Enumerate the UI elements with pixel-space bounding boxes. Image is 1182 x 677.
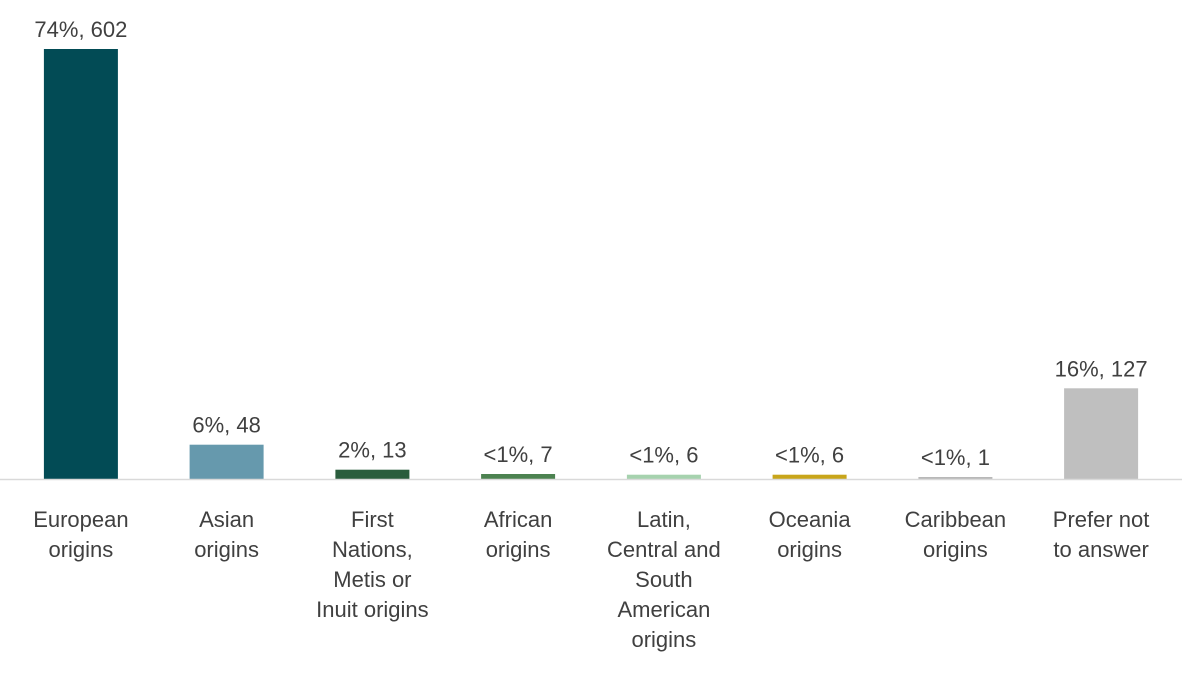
category-label-2-line-3: Inuit origins: [316, 597, 429, 622]
category-label-6-line-0: Caribbean: [905, 507, 1007, 532]
bar-3: [481, 474, 556, 479]
category-label-4: Latin, Central and South American origins: [607, 507, 721, 652]
category-labels-group: European origins Asian origins First Nations,…: [33, 507, 1149, 652]
category-label-7-line-1: to answer: [1053, 537, 1148, 562]
category-label-2-line-2: Metis or: [333, 567, 411, 592]
category-label-4-line-0: Latin,: [637, 507, 691, 532]
category-label-6: Caribbean origins: [905, 507, 1007, 562]
category-label-4-line-3: American: [617, 597, 710, 622]
category-label-2-line-1: Nations,: [332, 537, 413, 562]
category-label-2-line-0: First: [351, 507, 394, 532]
category-label-6-line-1: origins: [923, 537, 988, 562]
category-label-5-line-1: origins: [777, 537, 842, 562]
category-label-1-line-0: Asian: [199, 507, 254, 532]
bar-2: [335, 469, 410, 479]
data-label-1: 6%, 48: [192, 413, 261, 438]
category-label-7: Prefer not to answer: [1053, 507, 1150, 562]
category-label-4-line-2: South: [635, 567, 693, 592]
category-label-3-line-0: African: [484, 507, 552, 532]
data-label-7: 16%, 127: [1055, 356, 1148, 381]
data-label-2: 2%, 13: [338, 438, 407, 463]
category-label-0: European origins: [33, 507, 128, 562]
category-label-3: African origins: [484, 507, 552, 562]
category-label-4-line-1: Central and: [607, 537, 721, 562]
category-label-1: Asian origins: [194, 507, 259, 562]
data-label-4: <1%, 6: [629, 443, 698, 468]
category-label-1-line-1: origins: [194, 537, 259, 562]
bars-group: [43, 49, 1139, 479]
category-label-3-line-1: origins: [486, 537, 551, 562]
category-label-5: Oceania origins: [769, 507, 852, 562]
category-label-4-line-4: origins: [631, 627, 696, 652]
data-label-5: <1%, 6: [775, 443, 844, 468]
bar-5: [772, 474, 847, 479]
category-label-0-line-0: European: [33, 507, 128, 532]
bar-0: [43, 49, 118, 479]
bar-4: [626, 474, 701, 479]
data-label-0: 74%, 602: [34, 17, 127, 42]
category-label-7-line-0: Prefer not: [1053, 507, 1150, 532]
category-label-5-line-0: Oceania: [769, 507, 852, 532]
bar-1: [189, 444, 264, 479]
category-label-2: First Nations, Metis or Inuit origins: [316, 507, 429, 622]
data-label-3: <1%, 7: [484, 442, 553, 467]
bar-7: [1064, 388, 1139, 479]
data-labels-group: 74%, 602 6%, 48 2%, 13 <1%, 7 <1%, 6 <1%, 6 <1…: [34, 17, 1147, 470]
bar-6: [918, 477, 993, 479]
data-label-6: <1%, 1: [921, 445, 990, 470]
category-label-0-line-1: origins: [48, 537, 113, 562]
